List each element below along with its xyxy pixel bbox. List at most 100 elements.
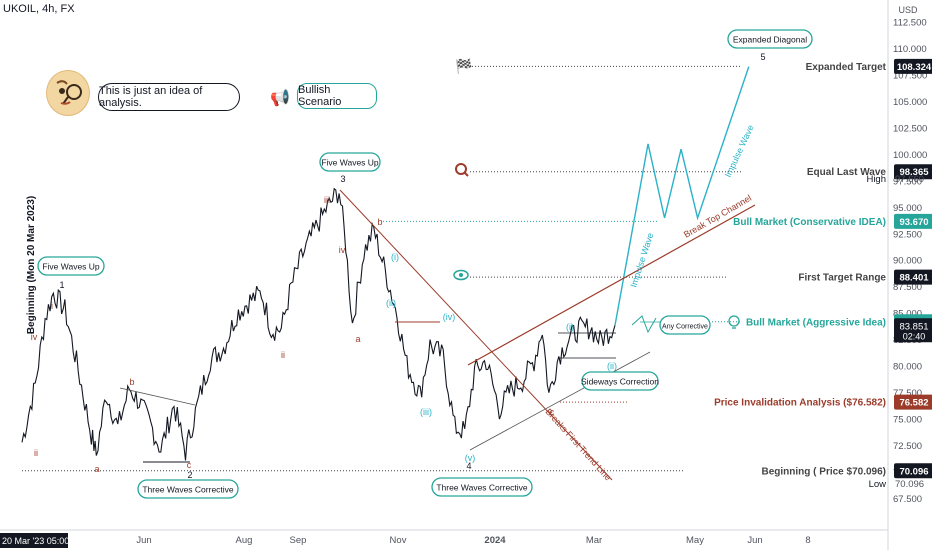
x-tick-label: 2024 <box>484 535 506 546</box>
price-tag-label: 98.365 <box>899 167 929 178</box>
y-tick-label: 75.000 <box>893 414 922 425</box>
wave-label: (v) <box>465 453 476 463</box>
channel-line-upper <box>467 204 756 366</box>
price-tag-label: 88.401 <box>899 273 929 284</box>
wave-label-extra: c <box>550 407 555 417</box>
wave-label: (ii) <box>607 361 617 371</box>
symbol-title: UKOIL, 4h, FX <box>3 3 75 15</box>
magnifier-handle <box>463 171 469 177</box>
channel-line-lower <box>469 351 651 451</box>
y-tick-label: 92.500 <box>893 229 922 240</box>
y-tick-label: 105.000 <box>893 97 927 108</box>
x-tick-label: May <box>686 535 704 546</box>
y-tick-label: 107.500 <box>893 71 927 82</box>
high-value: 97.660 <box>895 174 924 185</box>
wave-label: b <box>129 377 134 387</box>
y-tick-label: 90.000 <box>893 256 922 267</box>
low-label: Low <box>869 479 887 490</box>
y-tick-label: 85.000 <box>893 309 922 320</box>
current-price-label: 83.851 <box>899 321 928 332</box>
wave-label: (iii) <box>420 407 432 417</box>
price-level-label: Bull Market (Conservative IDEA) <box>733 217 886 228</box>
price-tag <box>894 164 932 180</box>
price-tag <box>894 394 932 410</box>
wave-label: 2 <box>187 470 192 480</box>
x-start-tag <box>0 533 68 548</box>
currency-label: USD <box>898 5 918 15</box>
y-tick-label: 112.500 <box>893 18 927 29</box>
corrective-zigzag <box>631 315 657 334</box>
x-tick-label: Mar <box>586 535 602 546</box>
checkered-flag-icon: 🏁 <box>455 58 472 75</box>
wave-b-line <box>119 387 196 406</box>
price-tag <box>894 269 932 285</box>
price-tag <box>894 463 932 479</box>
y-tick-label: 95.000 <box>893 203 922 214</box>
wave-label-extra: iv <box>339 245 346 255</box>
expanded-diagonal-badge <box>727 29 813 49</box>
bullish-scenario-badge: Bullish Scenario <box>297 83 377 109</box>
price-level-label: Expanded Target <box>806 62 887 73</box>
wave-label: (i) <box>566 322 574 332</box>
three-waves-corrective-badge-label: Three Waves Corrective <box>142 485 234 495</box>
x-tick-label: Sep <box>290 535 307 546</box>
sideways-correction-badge <box>581 371 659 391</box>
trend-line-down <box>339 189 613 481</box>
wave-label-extra: (ii) <box>386 298 396 308</box>
price-tag-label: 70.096 <box>899 466 928 477</box>
y-tick-label: 80.000 <box>893 362 922 373</box>
five-waves-up-badge-label: Five Waves Up <box>42 262 100 272</box>
any-corrective-badge <box>659 315 711 335</box>
idea-note: This is just an idea of analysis. <box>98 83 240 111</box>
wave-label-extra: (i) <box>391 252 399 262</box>
three-waves-corrective-badge <box>137 479 239 499</box>
any-corrective-badge-label: Any Corrective <box>662 324 708 331</box>
wave-label: 3 <box>340 174 345 184</box>
wave-label: iii <box>324 195 330 205</box>
price-tag <box>894 213 932 229</box>
sideways-correction-badge-label: Sideways Correction <box>581 377 659 387</box>
wave-label: ii <box>34 448 38 458</box>
price-level-label: Bull Market (Aggressive Idea) <box>746 317 886 328</box>
y-axis-title: Beginning (Mon 20 Mar 2023) <box>26 196 37 334</box>
price-tag-label: 76.582 <box>899 398 928 409</box>
wave-label-extra: b <box>377 217 382 227</box>
x-tick-label: Aug <box>236 535 253 546</box>
price-tag-label: 93.670 <box>899 217 928 228</box>
projection-line <box>614 66 750 326</box>
wave-label: (iv) <box>443 312 456 322</box>
countdown-label: 02:40 <box>903 331 926 341</box>
y-tick-label: 77.500 <box>893 388 922 399</box>
wave-label: 1 <box>59 280 64 290</box>
y-tick-label: 67.500 <box>893 494 922 505</box>
five-waves-up-badge <box>319 152 381 172</box>
expanded-diagonal-badge-label: Expanded Diagonal <box>733 35 807 45</box>
wave-label-extra: ii <box>281 350 285 360</box>
eye-pupil <box>459 273 463 277</box>
y-tick-label: 110.000 <box>893 44 927 55</box>
price-level-label: Beginning ( Price $70.096) <box>762 466 887 477</box>
y-tick-label: 97.500 <box>893 176 922 187</box>
price-level-label: Price Invalidation Analysis ($76.582) <box>714 398 886 409</box>
eye-icon <box>453 269 469 281</box>
low-value: 70.096 <box>895 479 924 490</box>
high-label: High <box>866 174 886 185</box>
wave-label-extra: a <box>355 334 360 344</box>
price-level-label: First Target Range <box>798 273 886 284</box>
three-waves-corrective-badge <box>431 477 533 497</box>
wave-label: iv <box>31 332 38 342</box>
y-tick-label: 102.500 <box>893 124 927 135</box>
detective-emoji-icon <box>46 70 90 116</box>
three-waves-corrective-badge-label: Three Waves Corrective <box>436 483 528 493</box>
lightbulb-icon <box>728 315 740 327</box>
impulse-wave-label: Impulse Wave <box>628 232 655 289</box>
five-waves-up-badge-label: Five Waves Up <box>321 158 379 168</box>
price-tag <box>894 58 932 74</box>
wave-label: a <box>94 464 99 474</box>
wave-label: c <box>187 460 192 470</box>
current-price-tag <box>894 318 932 343</box>
price-level-label: Equal Last Wave <box>807 167 887 178</box>
magnifier-icon <box>455 163 467 175</box>
y-tick-label: 72.500 <box>893 441 922 452</box>
